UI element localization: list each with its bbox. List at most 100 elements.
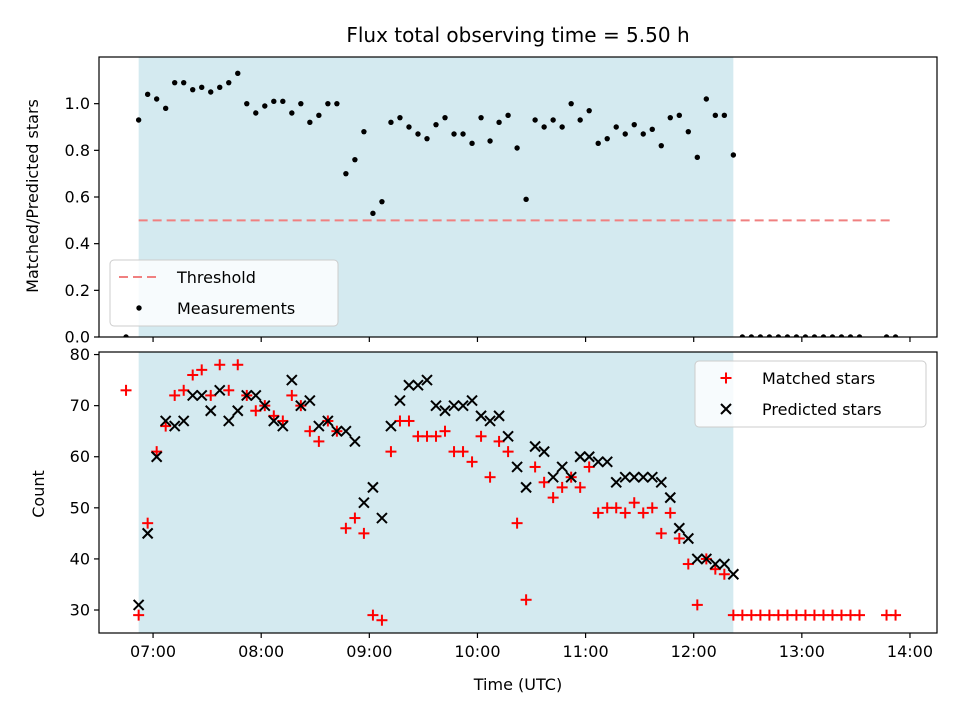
y-tick-label: 80 [70,345,90,364]
legend: Matched stars Predicted stars [694,360,927,428]
measurement-point [199,84,205,91]
measurement-point [162,105,169,112]
predicted-star-point [718,558,731,570]
measurement-point [406,124,412,130]
matched-star-point [637,507,649,519]
matched-star-point [511,517,523,529]
predicted-star-point [412,379,424,391]
predicted-star-point [313,420,325,432]
measurement-point [748,334,755,337]
measurement-point [460,131,466,137]
measurement-point [568,100,574,107]
measurement-point [757,334,764,337]
matched-star-point [475,430,487,442]
x-tick-label: 08:00 [238,642,284,661]
matched-star-point [646,502,658,514]
matched-star-point [718,568,730,580]
matched-star-point [232,359,244,371]
matched-star-point [268,410,280,422]
matched-star-point [385,446,397,458]
measurement-point [343,170,349,177]
measurement-point [847,334,854,337]
measurement-point [487,138,493,144]
measurement-point [838,334,845,337]
matched-star-point [466,456,478,468]
measurement-point [298,100,304,107]
predicted-star-point [403,379,415,391]
matched-star-point [484,471,496,483]
predicted-star-point [358,497,370,509]
predicted-star-point [439,405,451,417]
predicted-star-point [214,384,226,397]
measurement-point [658,142,664,149]
observing-interval-band [138,352,734,633]
predicted-star-point [502,430,514,443]
y-tick-label: 40 [70,549,90,568]
measurement-point [541,124,547,130]
x-tick-label: 10:00 [454,642,500,661]
matched-star-point [214,359,226,371]
predicted-star-point [691,553,704,565]
legend: Threshold Measurements [109,259,339,327]
x-tick-label: 09:00 [346,642,392,661]
measurement-point [523,196,529,203]
bottom-panel: 30 40 50 60 70 80 07:00 08:00 09:00 10:00 11:00 12:… [70,345,938,661]
predicted-star-point [385,420,397,432]
matched-star-point [664,507,676,519]
legend-predicted-swatch [720,403,732,415]
matched-star-point [610,502,622,514]
measurement-point [153,96,160,102]
predicted-star-point [159,415,172,427]
predicted-star-point [421,374,433,386]
y-tick-label: 0.6 [65,188,90,207]
measurement-point [226,79,232,86]
measurement-point [424,135,430,142]
matched-star-point [430,430,442,442]
predicted-star-point [547,471,559,483]
top-chart-title: Flux total observing time = 5.50 h [346,23,689,47]
matched-star-point [457,446,469,458]
y-tick-label: 0.8 [65,141,90,160]
matched-star-point [673,532,685,544]
legend-box [109,259,339,327]
matched-star-point [223,384,235,396]
measurement-point [307,119,313,126]
predicted-star-point [700,553,713,565]
measurement-point [415,131,421,137]
matched-star-point [142,517,154,529]
matched-star-point [529,461,541,473]
predicted-star-point [457,399,469,412]
matched-star-point [583,461,595,473]
predicted-star-point [349,435,361,448]
matched-star-point [367,609,379,621]
measurement-point [685,128,692,135]
matched-star-point [376,614,388,626]
measurement-point [856,334,863,337]
matched-star-point [709,563,721,575]
predicted-star-point [682,532,695,545]
matched-star-point [691,599,703,611]
predicted-star-point [196,389,208,402]
measurement-point [244,100,250,107]
measurement-point [577,117,583,123]
predicted-star-point [493,410,505,422]
measurement-point [325,100,331,107]
y-tick-label: 30 [70,601,90,620]
predicted-star-point [177,415,190,427]
y-tick-label: 60 [70,447,90,466]
measurement-point [892,334,899,337]
predicted-star-point [637,471,649,483]
measurement-point [388,119,394,126]
matched-star-point [592,507,604,519]
matched-star-point [196,364,208,376]
predicted-star-point [150,451,163,463]
predicted-star-point [430,399,442,412]
measurement-point [721,112,728,119]
matched-star-point [277,415,289,427]
legend-matched-swatch [720,372,732,384]
measurement-point [514,145,520,151]
measurement-point [316,112,322,119]
measurement-point [883,334,890,337]
matched-star-point [178,384,190,396]
measurement-point [739,334,746,337]
